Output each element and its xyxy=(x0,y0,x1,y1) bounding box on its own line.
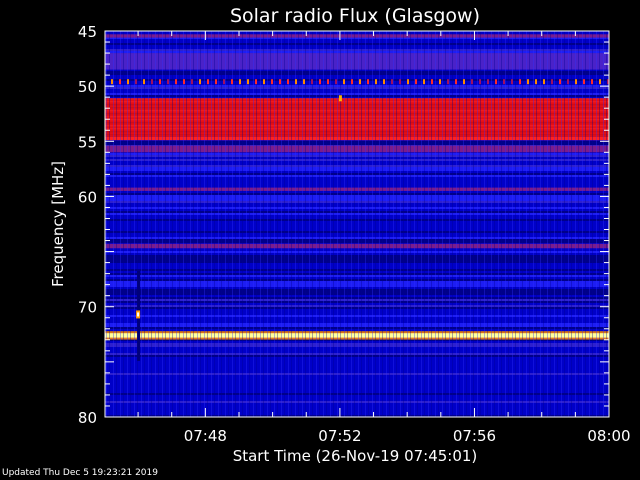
dot xyxy=(319,79,321,85)
dot xyxy=(463,79,465,85)
dot xyxy=(567,79,569,85)
y-axis-label: Frequency [MHz] xyxy=(49,161,67,287)
dot xyxy=(431,79,433,85)
dot xyxy=(135,79,137,85)
dot xyxy=(391,79,393,85)
dot xyxy=(279,79,281,85)
dot xyxy=(167,79,169,85)
spike-1 xyxy=(136,271,141,361)
dot xyxy=(511,79,513,85)
spike-core xyxy=(137,312,140,317)
y-tick-label: 45 xyxy=(78,23,97,41)
dot xyxy=(335,79,337,85)
y-tick-label: 70 xyxy=(78,299,97,317)
dot xyxy=(215,79,217,85)
y-tick-label: 50 xyxy=(78,78,97,96)
dot xyxy=(479,79,481,85)
dot xyxy=(503,79,505,85)
dot xyxy=(415,79,417,85)
dot xyxy=(535,79,537,85)
chart-title: Solar radio Flux (Glasgow) xyxy=(230,5,480,27)
dot xyxy=(151,79,153,85)
dot xyxy=(295,79,297,85)
x-axis: 07:48 07:52 07:56 08:00 xyxy=(137,31,631,445)
dot xyxy=(543,79,545,85)
dot xyxy=(591,79,593,85)
dot xyxy=(575,79,577,85)
dot xyxy=(495,79,497,85)
x-tick-label: 08:00 xyxy=(587,427,630,445)
dot xyxy=(399,79,401,85)
plot-frame xyxy=(104,30,610,418)
dot xyxy=(191,79,193,85)
dot xyxy=(223,79,225,85)
spikes xyxy=(136,95,342,361)
y-axis: 45 50 55 60 70 80 xyxy=(78,23,609,427)
dotted-emission xyxy=(111,79,609,85)
dot xyxy=(599,79,601,85)
plot-area xyxy=(104,30,610,418)
dot xyxy=(199,79,201,85)
dot xyxy=(607,79,609,85)
dot xyxy=(127,79,129,85)
y-tick-label: 60 xyxy=(78,188,97,206)
dot xyxy=(583,79,585,85)
dot xyxy=(559,79,561,85)
dot xyxy=(327,79,329,85)
dot xyxy=(367,79,369,85)
dot xyxy=(183,79,185,85)
noise-overlay xyxy=(105,31,609,417)
dot xyxy=(287,79,289,85)
dot xyxy=(439,79,441,85)
dot xyxy=(159,79,161,85)
dot xyxy=(487,79,489,85)
updated-timestamp: Updated Thu Dec 5 19:23:21 2019 xyxy=(2,468,158,478)
spike-core xyxy=(338,95,342,102)
dot xyxy=(375,79,377,85)
dot xyxy=(455,79,457,85)
dot xyxy=(255,79,257,85)
dot xyxy=(359,79,361,85)
x-tick-label: 07:52 xyxy=(318,427,361,445)
dot xyxy=(175,79,177,85)
dot xyxy=(471,79,473,85)
dot xyxy=(271,79,273,85)
dot xyxy=(231,79,233,85)
dot xyxy=(527,79,529,85)
dot xyxy=(407,79,409,85)
dot xyxy=(519,79,521,85)
dot xyxy=(247,79,249,85)
dot xyxy=(447,79,449,85)
dot xyxy=(119,79,121,85)
y-tick-label: 55 xyxy=(78,133,97,151)
x-axis-label: Start Time (26-Nov-19 07:45:01) xyxy=(233,447,478,465)
dot xyxy=(239,79,241,85)
dot xyxy=(551,79,553,85)
dot xyxy=(311,79,313,85)
dot xyxy=(143,79,145,85)
y-tick-label: 80 xyxy=(78,409,97,427)
dot xyxy=(383,79,385,85)
dot xyxy=(343,79,345,85)
dot xyxy=(351,79,353,85)
dot xyxy=(263,79,265,85)
dot xyxy=(423,79,425,85)
x-tick-label: 07:56 xyxy=(453,427,496,445)
spike-2 xyxy=(338,95,342,102)
dot xyxy=(111,79,113,85)
dot xyxy=(303,79,305,85)
dot xyxy=(207,79,209,85)
x-tick-label: 07:48 xyxy=(184,427,227,445)
